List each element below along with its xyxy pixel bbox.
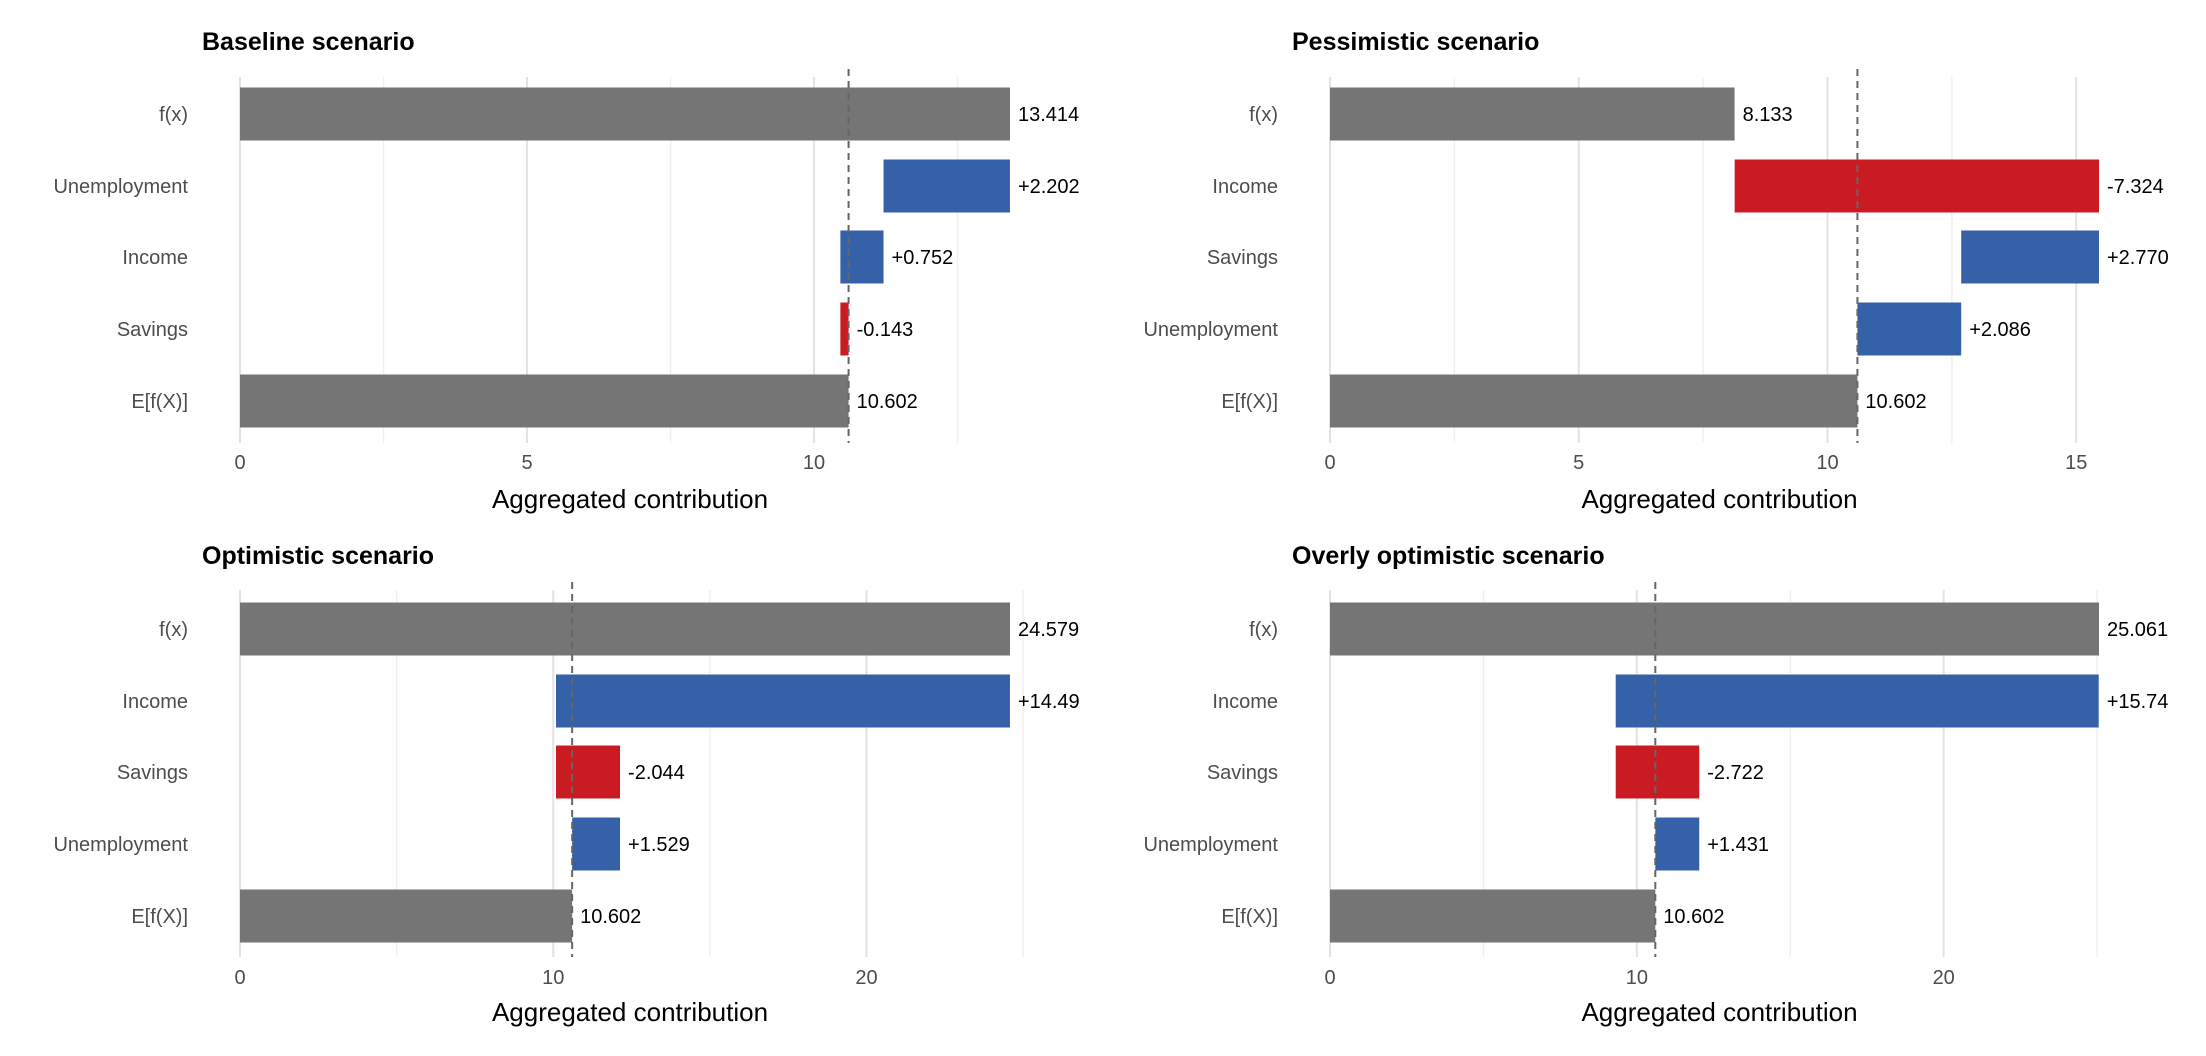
data-label: 10.602	[857, 391, 918, 413]
bar	[556, 674, 1010, 728]
bar	[572, 817, 621, 871]
data-label: +2.086	[1969, 319, 2031, 341]
chart-title: Pessimistic scenario	[1292, 28, 1539, 56]
data-label: +0.752	[892, 247, 954, 269]
data-label: 10.602	[1663, 906, 1724, 928]
data-label: +1.431	[1707, 834, 1769, 856]
y-category-label: Savings	[1207, 762, 1278, 784]
y-category-label: Unemployment	[1143, 319, 1278, 341]
x-tick-label: 20	[855, 967, 877, 989]
chart-panel-4: 0 10 20 Overly optimistic scenario Aggregate…	[1143, 542, 2168, 1027]
bar	[1961, 230, 2099, 284]
x-axis-title: Aggregated contribution	[1581, 484, 1857, 514]
y-category-label: f(x)	[159, 104, 188, 126]
chart-panel-2: 0 5 10 15 Pessimistic scenario Aggregated con…	[1143, 28, 2168, 514]
x-tick-label: 0	[234, 967, 245, 989]
bar	[1615, 745, 1700, 799]
bar	[1330, 889, 1656, 943]
y-category-label: Unemployment	[1143, 834, 1278, 856]
chart-title: Baseline scenario	[202, 28, 415, 56]
y-category-label: Savings	[117, 319, 188, 341]
x-tick-label: 15	[2065, 452, 2087, 474]
y-category-label: Unemployment	[53, 176, 188, 198]
x-tick-label: 10	[542, 967, 564, 989]
bar	[1655, 817, 1700, 871]
data-label: 24.579	[1018, 619, 1079, 641]
y-category-label: Income	[1212, 691, 1278, 713]
y-category-label: f(x)	[1249, 104, 1278, 126]
x-tick-label: 0	[1324, 967, 1335, 989]
x-tick-label: 0	[234, 452, 245, 474]
bar	[240, 87, 1010, 141]
bar	[1857, 302, 1962, 356]
data-label: +1.529	[628, 834, 690, 856]
y-category-label: E[f(X)]	[131, 906, 188, 928]
data-label: +2.770	[2107, 247, 2169, 269]
y-category-label: Savings	[117, 762, 188, 784]
bar	[883, 159, 1010, 213]
data-label: 8.133	[1743, 104, 1793, 126]
x-axis-title: Aggregated contribution	[1581, 997, 1857, 1027]
bar	[1734, 159, 2099, 213]
x-tick-label: 20	[1933, 967, 1955, 989]
bar	[240, 374, 849, 428]
x-tick-label: 10	[1816, 452, 1838, 474]
chart-title: Optimistic scenario	[202, 542, 434, 570]
data-label: 25.061	[2107, 619, 2168, 641]
x-axis-title: Aggregated contribution	[492, 997, 768, 1027]
bar	[240, 889, 573, 943]
data-label: +15.74	[2107, 691, 2169, 713]
y-category-label: f(x)	[159, 619, 188, 641]
y-category-label: Income	[1212, 176, 1278, 198]
x-tick-label: 10	[803, 452, 825, 474]
x-tick-label: 10	[1626, 967, 1648, 989]
x-tick-label: 5	[1573, 452, 1584, 474]
y-category-label: Savings	[1207, 247, 1278, 269]
bar	[840, 302, 849, 356]
y-category-label: Income	[122, 247, 188, 269]
x-tick-label: 0	[1324, 452, 1335, 474]
bar	[240, 602, 1010, 656]
y-category-label: E[f(X)]	[1221, 906, 1278, 928]
bar	[1330, 87, 1735, 141]
y-category-label: Income	[122, 691, 188, 713]
data-label: -0.143	[857, 319, 914, 341]
bar	[1615, 674, 2099, 728]
bar	[556, 745, 621, 799]
y-category-label: E[f(X)]	[1221, 391, 1278, 413]
y-category-label: f(x)	[1249, 619, 1278, 641]
chart-title: Overly optimistic scenario	[1292, 542, 1605, 570]
bar	[1330, 374, 1858, 428]
data-label: -2.722	[1707, 762, 1764, 784]
data-label: 10.602	[580, 906, 641, 928]
data-label: 13.414	[1018, 104, 1079, 126]
data-label: -7.324	[2107, 176, 2164, 198]
bar	[840, 230, 884, 284]
chart-panel-3: 0 10 20 Optimistic scenario Aggregated contr…	[53, 542, 1079, 1027]
data-label: +14.49	[1018, 691, 1080, 713]
data-label: -2.044	[628, 762, 685, 784]
data-label: +2.202	[1018, 176, 1080, 198]
x-axis-title: Aggregated contribution	[492, 484, 768, 514]
x-tick-label: 5	[521, 452, 532, 474]
bar	[1330, 602, 2099, 656]
data-label: 10.602	[1865, 391, 1926, 413]
chart-panel-1: 0 5 10 Baseline scenario Aggregated contribu…	[53, 28, 1079, 514]
y-category-label: Unemployment	[53, 834, 188, 856]
y-category-label: E[f(X)]	[131, 391, 188, 413]
